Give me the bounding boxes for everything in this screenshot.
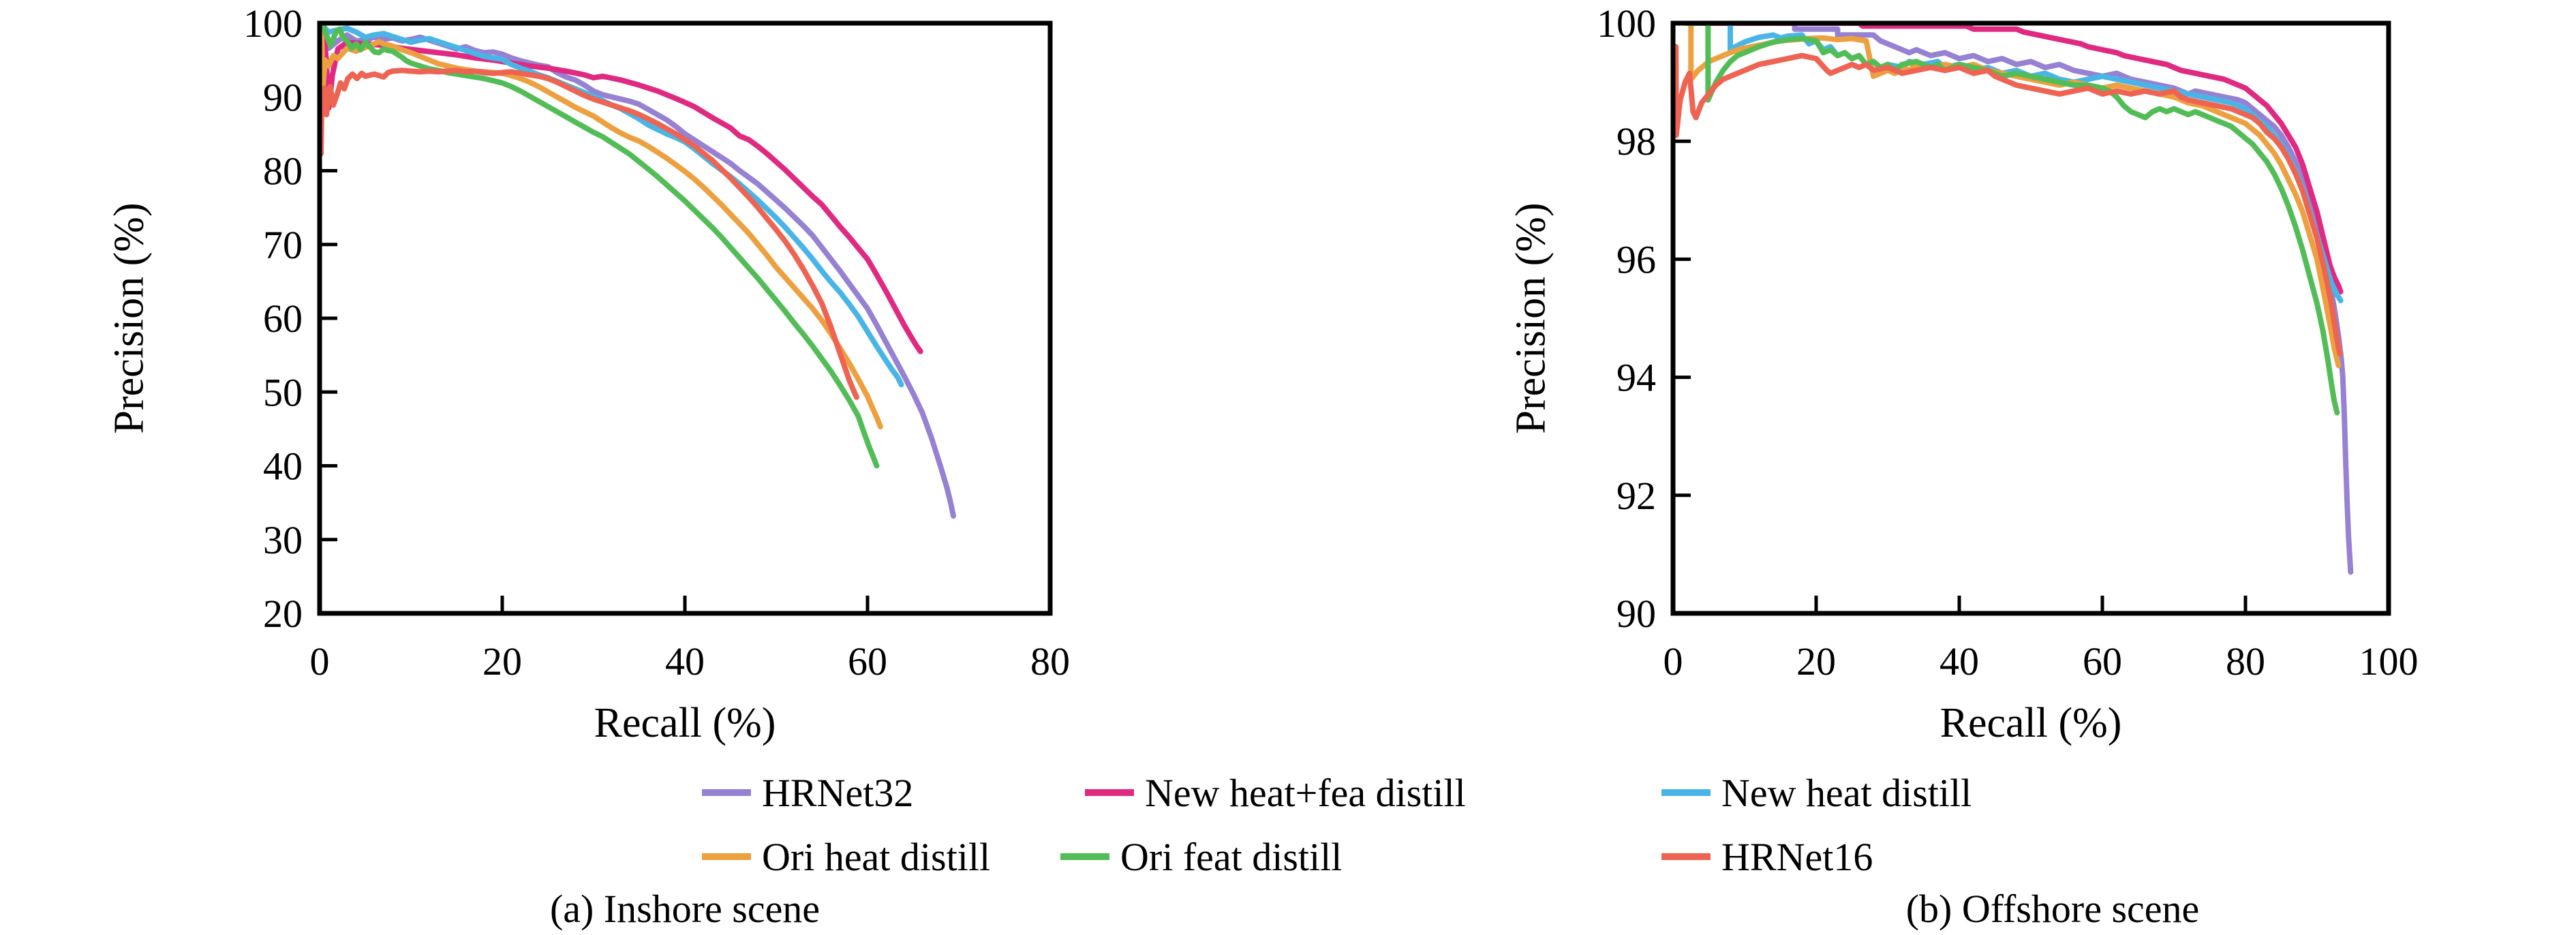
x-tick-label: 40 bbox=[665, 639, 705, 684]
legend-label-ori-heat-distill: Ori heat distill bbox=[762, 834, 991, 879]
legend-label-hrnet16: HRNet16 bbox=[1721, 834, 1873, 879]
legend-swatch-new-heat-distill bbox=[1661, 789, 1711, 796]
y-tick-label: 60 bbox=[263, 296, 303, 341]
series-line bbox=[1688, 21, 2354, 575]
legend-label-new-heat-distill: New heat distill bbox=[1721, 770, 1972, 815]
legend-swatch-hrnet16 bbox=[1661, 853, 1711, 860]
legend-item-ori-feat-distill: Ori feat distill bbox=[1060, 833, 1342, 880]
x-tick-label: 80 bbox=[1030, 639, 1070, 684]
legend-swatch-ori-feat-distill bbox=[1060, 853, 1109, 860]
legend-swatch-new-heat-fea-distill bbox=[1085, 789, 1134, 796]
series-line bbox=[318, 67, 859, 400]
x-tick-label: 40 bbox=[1939, 639, 1979, 684]
x-tick-label: 100 bbox=[2359, 639, 2419, 684]
x-tick-label: 0 bbox=[310, 639, 330, 684]
y-tick-label: 94 bbox=[1616, 356, 1656, 400]
y-tick-label: 80 bbox=[263, 149, 303, 194]
y-tick-label: 20 bbox=[263, 592, 303, 636]
x-tick-label: 60 bbox=[848, 639, 887, 684]
legend-item-new-heat-fea-distill: New heat+fea distill bbox=[1085, 769, 1466, 816]
legend-label-new-heat-fea-distill: New heat+fea distill bbox=[1145, 770, 1466, 815]
y-tick-label: 70 bbox=[263, 223, 303, 267]
y-tick-label: 40 bbox=[263, 444, 303, 489]
x-tick-label: 0 bbox=[1663, 639, 1683, 684]
legend-swatch-hrnet32 bbox=[702, 789, 751, 796]
x-tick-label: 80 bbox=[2226, 639, 2265, 684]
x-tick-label: 20 bbox=[482, 639, 522, 684]
series-line bbox=[318, 21, 956, 519]
x-axis-title-inshore: Recall (%) bbox=[594, 700, 776, 746]
x-tick-label: 60 bbox=[2083, 639, 2122, 684]
series-line bbox=[1691, 21, 2344, 294]
series-line bbox=[320, 21, 880, 469]
plot-border bbox=[1670, 20, 2391, 616]
legend-item-hrnet16: HRNet16 bbox=[1661, 833, 1873, 880]
caption-inshore: (a) Inshore scene bbox=[549, 887, 821, 931]
y-tick-label: 30 bbox=[263, 518, 303, 562]
legend-item-ori-heat-distill: Ori heat distill bbox=[702, 833, 990, 880]
legend-item-hrnet32: HRNet32 bbox=[702, 769, 913, 816]
y-axis-title-offshore: Precision (%) bbox=[1507, 202, 1554, 434]
y-tick-label: 90 bbox=[263, 75, 303, 119]
plot-border bbox=[317, 20, 1053, 616]
legend-swatch-ori-heat-distill bbox=[702, 853, 751, 860]
plot-area-offshore: 0 20 40 60 80 100 90 92 94 96 98 100 bbox=[1597, 1, 2419, 684]
legend-label-hrnet32: HRNet32 bbox=[762, 770, 914, 815]
caption-offshore: (b) Offshore scene bbox=[1905, 887, 2200, 931]
y-tick-label: 90 bbox=[1616, 592, 1656, 636]
y-tick-label: 96 bbox=[1616, 237, 1656, 281]
series-line bbox=[318, 21, 883, 430]
y-tick-label: 50 bbox=[263, 370, 303, 414]
y-tick-label: 100 bbox=[1597, 1, 1656, 46]
y-tick-label: 92 bbox=[1616, 474, 1656, 518]
x-axis-title-offshore: Recall (%) bbox=[1939, 700, 2122, 746]
series-line bbox=[1683, 21, 2340, 416]
y-tick-label: 100 bbox=[243, 1, 303, 46]
series-line bbox=[1673, 44, 2343, 356]
x-tick-label: 20 bbox=[1796, 639, 1836, 684]
legend-item-new-heat-distill: New heat distill bbox=[1661, 769, 1972, 816]
y-tick-label: 98 bbox=[1616, 119, 1656, 164]
y-axis-title-inshore: Precision (%) bbox=[106, 202, 153, 434]
legend-label-ori-feat-distill: Ori feat distill bbox=[1120, 834, 1343, 879]
